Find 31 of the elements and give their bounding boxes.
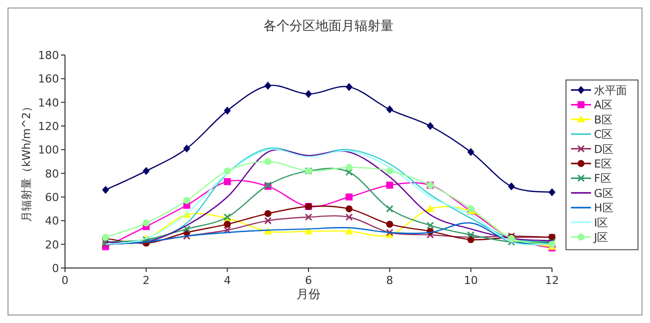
x-tick-label: 8	[386, 274, 394, 287]
legend-label: J区	[593, 231, 608, 244]
y-tick-label: 180	[38, 49, 59, 62]
x-axis-title: 月份	[296, 287, 320, 301]
y-axis-title: 月辐射量（kWh/m^2）	[20, 101, 33, 222]
x-tick-label: 10	[464, 274, 478, 287]
legend-label: D区	[594, 142, 614, 156]
x-tick-label: 12	[545, 274, 559, 287]
y-tick-label: 160	[38, 72, 59, 86]
y-tick-label: 40	[45, 214, 59, 228]
legend-label: B区	[594, 113, 613, 126]
y-tick-label: 100	[38, 144, 59, 157]
y-tick-label: 20	[45, 238, 59, 252]
x-tick-label: 2	[142, 274, 150, 287]
x-tick-label: 0	[62, 274, 68, 287]
legend-label: I区	[594, 216, 608, 230]
y-tick-label: 120	[38, 120, 59, 133]
y-tick-label: 140	[38, 96, 59, 110]
chart-title: 各个分区地面月辐射量	[264, 19, 394, 34]
y-tick-label: 60	[45, 191, 59, 204]
legend-label: A区	[594, 98, 613, 112]
y-tick-label: 0	[52, 262, 59, 275]
x-tick-label: 4	[224, 274, 231, 287]
legend-label: G区	[594, 186, 614, 200]
legend-label: C区	[594, 128, 613, 142]
y-tick-label: 80	[45, 167, 59, 180]
legend-label: E区	[594, 158, 612, 170]
x-tick-label: 6	[305, 274, 312, 287]
legend-label: F区	[594, 172, 612, 186]
legend-label: 水平面	[594, 84, 627, 97]
legend-label: H区	[594, 202, 614, 215]
